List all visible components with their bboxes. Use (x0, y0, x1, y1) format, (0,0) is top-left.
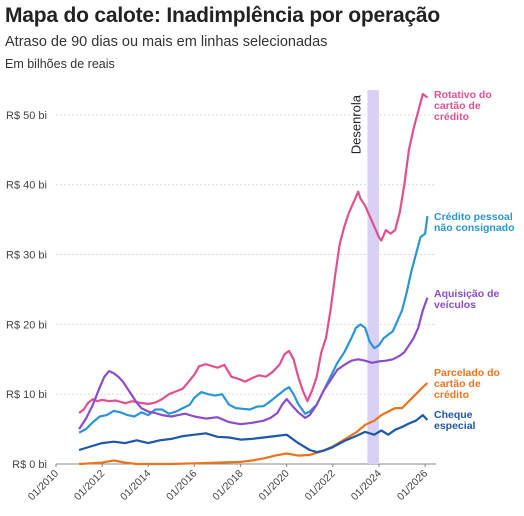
y-tick-label: R$ 0 bi (12, 459, 47, 471)
y-tick-label: R$ 50 bi (6, 110, 47, 122)
series-line (78, 414, 429, 454)
series-label: Cheque especial (434, 409, 476, 432)
y-tick-label: R$ 30 bi (6, 250, 47, 262)
axis-layer: R$ 0 bi R$ 10 bi R$ 20 bi R$ 30 bi R$ 40 bi R… (6, 110, 430, 503)
desenrola-band (367, 90, 379, 464)
x-tick-label: 01/2026 (395, 468, 430, 503)
series-line (78, 92, 429, 414)
desenrola-label: Desenrola (348, 94, 363, 154)
chart-title: Mapa do calote: Inadimplência por operaç… (5, 4, 441, 27)
series-label: Rotativo do cartão de crédito (434, 89, 492, 123)
series-label: Aquisição de veículos (434, 288, 500, 311)
chart-subtitle: Atraso de 90 dias ou mais em linhas sele… (5, 34, 328, 50)
y-tick-label: R$ 10 bi (6, 389, 47, 401)
x-tick-label: 01/2010 (26, 468, 61, 503)
y-tick-label: R$ 20 bi (6, 319, 47, 331)
x-tick-label: 01/2012 (72, 468, 107, 503)
annotation-layer: Desenrola (348, 90, 379, 464)
series-label-layer: Rotativo do cartão de crédito Crédito pesso… (434, 89, 515, 432)
series-line (78, 297, 429, 430)
y-tick-label: R$ 40 bi (6, 180, 47, 192)
series-label: Crédito pessoal não consignado (434, 211, 515, 234)
x-tick-label: 01/2018 (210, 468, 245, 503)
series-line (79, 382, 429, 466)
x-tick-label: 01/2024 (349, 468, 384, 503)
series-layer (78, 92, 429, 466)
x-tick-label: 01/2014 (118, 468, 153, 503)
chart-unit-note: Em bilhões de reais (5, 57, 115, 71)
x-tick-label: 01/2022 (303, 468, 338, 503)
series-line (78, 215, 429, 434)
series-label: Parcelado do cartão de crédito (434, 367, 500, 401)
x-tick-label: 01/2016 (164, 468, 199, 503)
x-tick-label: 01/2020 (256, 468, 291, 503)
